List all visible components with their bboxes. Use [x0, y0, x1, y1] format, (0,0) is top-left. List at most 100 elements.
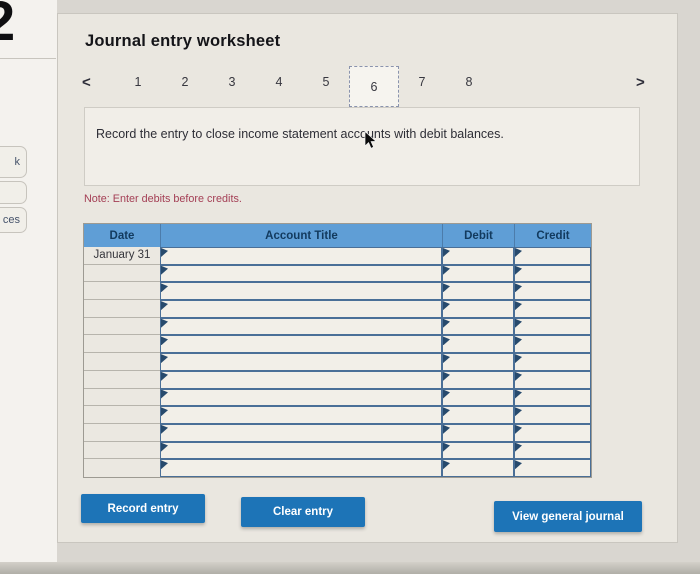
- account-title-input[interactable]: [160, 441, 442, 460]
- credit-input[interactable]: [514, 406, 591, 424]
- instruction-text: Record the entry to close income stateme…: [96, 127, 504, 141]
- dropdown-triangle-icon: [515, 389, 522, 399]
- dropdown-triangle-icon: [515, 283, 522, 293]
- date-cell: January 31: [84, 247, 160, 265]
- dropdown-triangle-icon: [443, 424, 450, 434]
- account-title-input[interactable]: [160, 388, 442, 407]
- date-cell: [84, 424, 160, 442]
- record-entry-button[interactable]: Record entry: [81, 494, 205, 523]
- account-title-input[interactable]: [160, 459, 442, 477]
- debit-input[interactable]: [442, 247, 514, 265]
- rail-button-partial-2[interactable]: [0, 181, 27, 204]
- date-cell: [84, 406, 160, 424]
- dropdown-triangle-icon: [443, 336, 450, 346]
- rail-button-partial-1[interactable]: k: [0, 146, 27, 178]
- debit-input[interactable]: [442, 317, 514, 336]
- debit-input[interactable]: [442, 370, 514, 389]
- debit-input[interactable]: [442, 388, 514, 407]
- date-cell: [84, 389, 160, 407]
- account-title-input[interactable]: [160, 423, 442, 442]
- account-title-input[interactable]: [160, 282, 442, 301]
- dropdown-triangle-icon: [161, 265, 168, 275]
- pagination-page-3[interactable]: 3: [228, 75, 236, 89]
- account-title-input[interactable]: [160, 300, 442, 318]
- credit-input[interactable]: [514, 441, 591, 460]
- dropdown-triangle-icon: [515, 460, 522, 470]
- credit-input[interactable]: [514, 423, 591, 442]
- pagination-next-chevron-icon[interactable]: >: [636, 74, 645, 91]
- debit-input[interactable]: [442, 282, 514, 301]
- rail-divider: [0, 58, 56, 59]
- debit-input[interactable]: [442, 353, 514, 371]
- date-cell: [84, 371, 160, 389]
- date-cell: [84, 318, 160, 336]
- table-row: [84, 406, 591, 424]
- date-cell: [84, 265, 160, 283]
- view-general-journal-button[interactable]: View general journal: [494, 501, 642, 532]
- clear-entry-button[interactable]: Clear entry: [241, 497, 365, 527]
- dropdown-triangle-icon: [515, 301, 522, 311]
- dropdown-triangle-icon: [443, 354, 450, 364]
- dropdown-triangle-icon: [161, 442, 168, 452]
- pagination-page-5[interactable]: 5: [322, 75, 330, 89]
- account-title-input[interactable]: [160, 247, 442, 265]
- credit-input[interactable]: [514, 300, 591, 318]
- debit-input[interactable]: [442, 406, 514, 424]
- credit-input[interactable]: [514, 335, 591, 354]
- dropdown-triangle-icon: [161, 371, 168, 381]
- debit-input[interactable]: [442, 300, 514, 318]
- debit-input[interactable]: [442, 441, 514, 460]
- table-row: [84, 353, 591, 371]
- account-title-input[interactable]: [160, 353, 442, 371]
- pagination-page-7[interactable]: 7: [418, 75, 426, 89]
- credit-input[interactable]: [514, 459, 591, 477]
- credit-input[interactable]: [514, 353, 591, 371]
- account-title-input[interactable]: [160, 317, 442, 336]
- dropdown-triangle-icon: [443, 442, 450, 452]
- account-title-input[interactable]: [160, 406, 442, 424]
- dropdown-triangle-icon: [443, 265, 450, 275]
- pagination-page-2[interactable]: 2: [181, 75, 189, 89]
- instruction-panel: Record the entry to close income stateme…: [84, 107, 640, 186]
- dropdown-triangle-icon: [515, 336, 522, 346]
- debit-input[interactable]: [442, 264, 514, 283]
- account-title-input[interactable]: [160, 335, 442, 354]
- table-row: January 31: [84, 247, 591, 265]
- header-account-title: Account Title: [160, 224, 442, 247]
- dropdown-triangle-icon: [443, 301, 450, 311]
- pagination-page-6-active[interactable]: 6: [349, 66, 399, 107]
- dropdown-triangle-icon: [515, 424, 522, 434]
- credit-input[interactable]: [514, 388, 591, 407]
- credit-input[interactable]: [514, 247, 591, 265]
- dropdown-triangle-icon: [161, 283, 168, 293]
- header-credit: Credit: [514, 224, 591, 247]
- credit-input[interactable]: [514, 317, 591, 336]
- table-row: [84, 317, 591, 336]
- note-text: Note: Enter debits before credits.: [84, 193, 242, 205]
- page-title: Journal entry worksheet: [85, 32, 281, 50]
- rail-button-partial-3[interactable]: ces: [0, 207, 27, 233]
- credit-input[interactable]: [514, 282, 591, 301]
- dropdown-triangle-icon: [443, 318, 450, 328]
- pagination-prev-chevron-icon[interactable]: <: [82, 74, 91, 91]
- account-title-input[interactable]: [160, 264, 442, 283]
- pagination-page-1[interactable]: 1: [134, 75, 142, 89]
- date-cell: [84, 335, 160, 354]
- dropdown-triangle-icon: [515, 442, 522, 452]
- credit-input[interactable]: [514, 264, 591, 283]
- table-row: [84, 388, 591, 407]
- dropdown-triangle-icon: [161, 424, 168, 434]
- debit-input[interactable]: [442, 459, 514, 477]
- pagination-page-4[interactable]: 4: [275, 75, 283, 89]
- account-title-input[interactable]: [160, 370, 442, 389]
- dropdown-triangle-icon: [515, 407, 522, 417]
- pagination-page-8[interactable]: 8: [465, 75, 473, 89]
- date-cell: [84, 300, 160, 318]
- debit-input[interactable]: [442, 335, 514, 354]
- debit-input[interactable]: [442, 423, 514, 442]
- table-header-row: Date Account Title Debit Credit: [84, 224, 591, 247]
- table-row: [84, 282, 591, 301]
- credit-input[interactable]: [514, 370, 591, 389]
- dropdown-triangle-icon: [443, 460, 450, 470]
- dropdown-triangle-icon: [515, 354, 522, 364]
